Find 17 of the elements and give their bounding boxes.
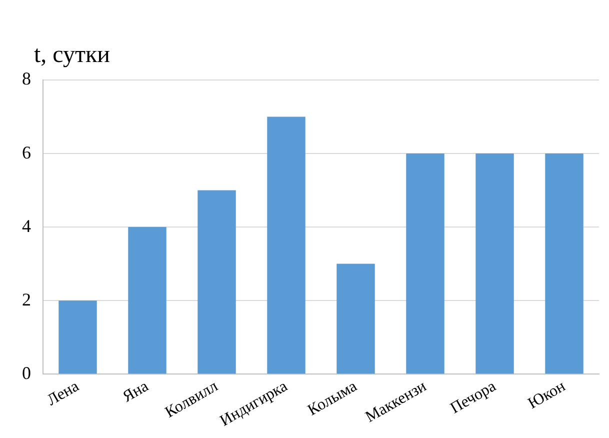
bar bbox=[406, 154, 444, 374]
y-tick-label: 0 bbox=[22, 362, 31, 383]
y-axis-title: t, сутки bbox=[34, 42, 110, 68]
x-tick-label: Лена bbox=[44, 378, 82, 410]
bar bbox=[128, 227, 166, 374]
bar bbox=[198, 190, 236, 374]
bar bbox=[476, 154, 514, 374]
y-tick-label: 2 bbox=[22, 289, 31, 310]
bar bbox=[58, 300, 97, 374]
bar bbox=[336, 264, 375, 374]
y-tick-label: 4 bbox=[22, 216, 31, 236]
x-tick-label: Юкон bbox=[525, 378, 569, 412]
x-tick-label: Яна bbox=[120, 378, 152, 406]
bar bbox=[545, 154, 584, 374]
y-tick-label: 6 bbox=[22, 142, 31, 162]
bar bbox=[267, 116, 306, 374]
y-tick-label: 8 bbox=[22, 68, 31, 89]
